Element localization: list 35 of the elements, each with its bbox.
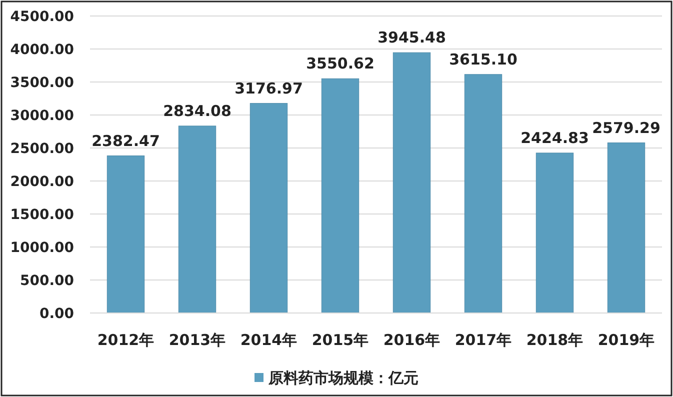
data-label: 2834.08 [163,102,232,120]
data-label: 3945.48 [378,28,446,47]
y-tick-label: 1500.00 [10,207,74,223]
y-tick-label: 4500.00 [10,9,74,25]
y-tick-label: 4000.00 [10,42,74,58]
data-label: 3615.10 [449,50,518,68]
y-tick-label: 500.00 [20,273,74,289]
x-tick-label: 2014年 [240,331,298,349]
bar [464,74,502,314]
bar [392,52,431,314]
x-tick-label: 2013年 [168,331,226,349]
data-label: 2424.83 [520,128,589,147]
x-tick-label: 2019年 [598,331,655,349]
y-tick-label: 0.00 [39,306,74,322]
data-label: 2579.29 [592,118,660,137]
data-label: 3550.62 [306,54,374,73]
x-tick-label: 2017年 [454,331,512,349]
y-tick-label: 3000.00 [10,108,74,124]
data-label: 3176.97 [234,79,303,98]
bar [106,156,145,314]
y-tick-label: 2000.00 [10,174,74,190]
bar [178,126,216,314]
bar [250,103,288,314]
y-tick-label: 3500.00 [10,75,74,91]
data-label: 2382.47 [92,132,160,150]
bar [321,78,360,314]
x-tick-label: 2015年 [312,331,369,349]
y-tick-label: 1000.00 [10,240,74,256]
bar [607,142,646,314]
x-tick-label: 2016年 [383,331,440,349]
legend-label: 原料药市场规模：亿元 [268,369,418,387]
x-tick-label: 2018年 [526,331,584,349]
y-tick-label: 2500.00 [10,141,74,157]
x-tick-label: 2012年 [97,331,154,349]
bar [536,152,574,314]
